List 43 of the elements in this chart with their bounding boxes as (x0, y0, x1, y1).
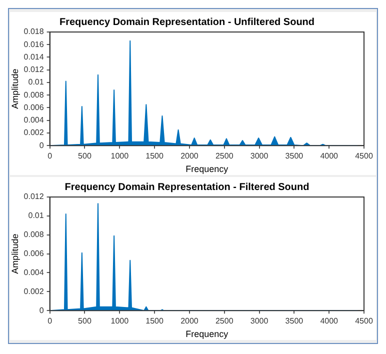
x-tick-label: 4500 (355, 152, 374, 161)
x-tick-label: 3000 (250, 152, 269, 161)
y-tick-label: 0.002 (24, 128, 44, 138)
y-tick-label: 0 (39, 140, 44, 150)
y-tick-label: 0.006 (24, 102, 44, 112)
y-axis-title: Amplitude (10, 68, 20, 109)
y-tick-label: 0.006 (24, 249, 44, 258)
x-tick-label: 500 (78, 152, 92, 161)
x-tick-label: 4500 (355, 316, 374, 326)
y-tick-label: 0.016 (24, 40, 44, 49)
x-tick-label: 2000 (180, 152, 199, 161)
x-tick-label: 4000 (320, 316, 339, 326)
x-tick-label: 2500 (215, 152, 234, 161)
y-tick-label: 0.01 (28, 211, 44, 220)
x-tick-label: 3000 (250, 316, 269, 326)
chart-title: Frequency Domain Representation - Filtered Sound (64, 182, 310, 193)
x-tick-label: 3500 (285, 152, 304, 161)
y-tick-label: 0.008 (24, 230, 44, 240)
x-tick-label: 2500 (215, 316, 234, 326)
x-tick-label: 1500 (146, 316, 164, 326)
y-tick-label: 0 (39, 306, 44, 315)
y-tick-label: 0.002 (24, 286, 44, 296)
x-tick-label: 1000 (110, 316, 130, 326)
x-tick-label: 0 (48, 152, 53, 161)
y-tick-label: 0.004 (24, 268, 44, 277)
x-tick-label: 1500 (146, 152, 164, 161)
y-tick-label: 0.018 (24, 27, 44, 36)
x-tick-label: 500 (78, 316, 92, 326)
y-tick-label: 0.012 (24, 65, 44, 74)
x-axis-title: Frequency (186, 164, 229, 174)
x-tick-label: 1000 (110, 152, 130, 161)
y-tick-label: 0.01 (28, 78, 44, 87)
x-tick-label: 4000 (320, 152, 339, 161)
x-axis-title: Frequency (186, 329, 229, 340)
x-tick-label: 3500 (285, 316, 304, 326)
y-axis-title: Amplitude (10, 234, 20, 274)
y-tick-label: 0.012 (24, 192, 44, 202)
y-tick-label: 0.014 (24, 52, 44, 62)
y-tick-label: 0.008 (24, 90, 44, 100)
x-tick-label: 2000 (180, 316, 199, 326)
x-tick-label: 0 (48, 316, 53, 326)
chart-title: Frequency Domain Representation - Unfiltered Sound (59, 16, 315, 28)
y-tick-label: 0.004 (24, 116, 44, 125)
